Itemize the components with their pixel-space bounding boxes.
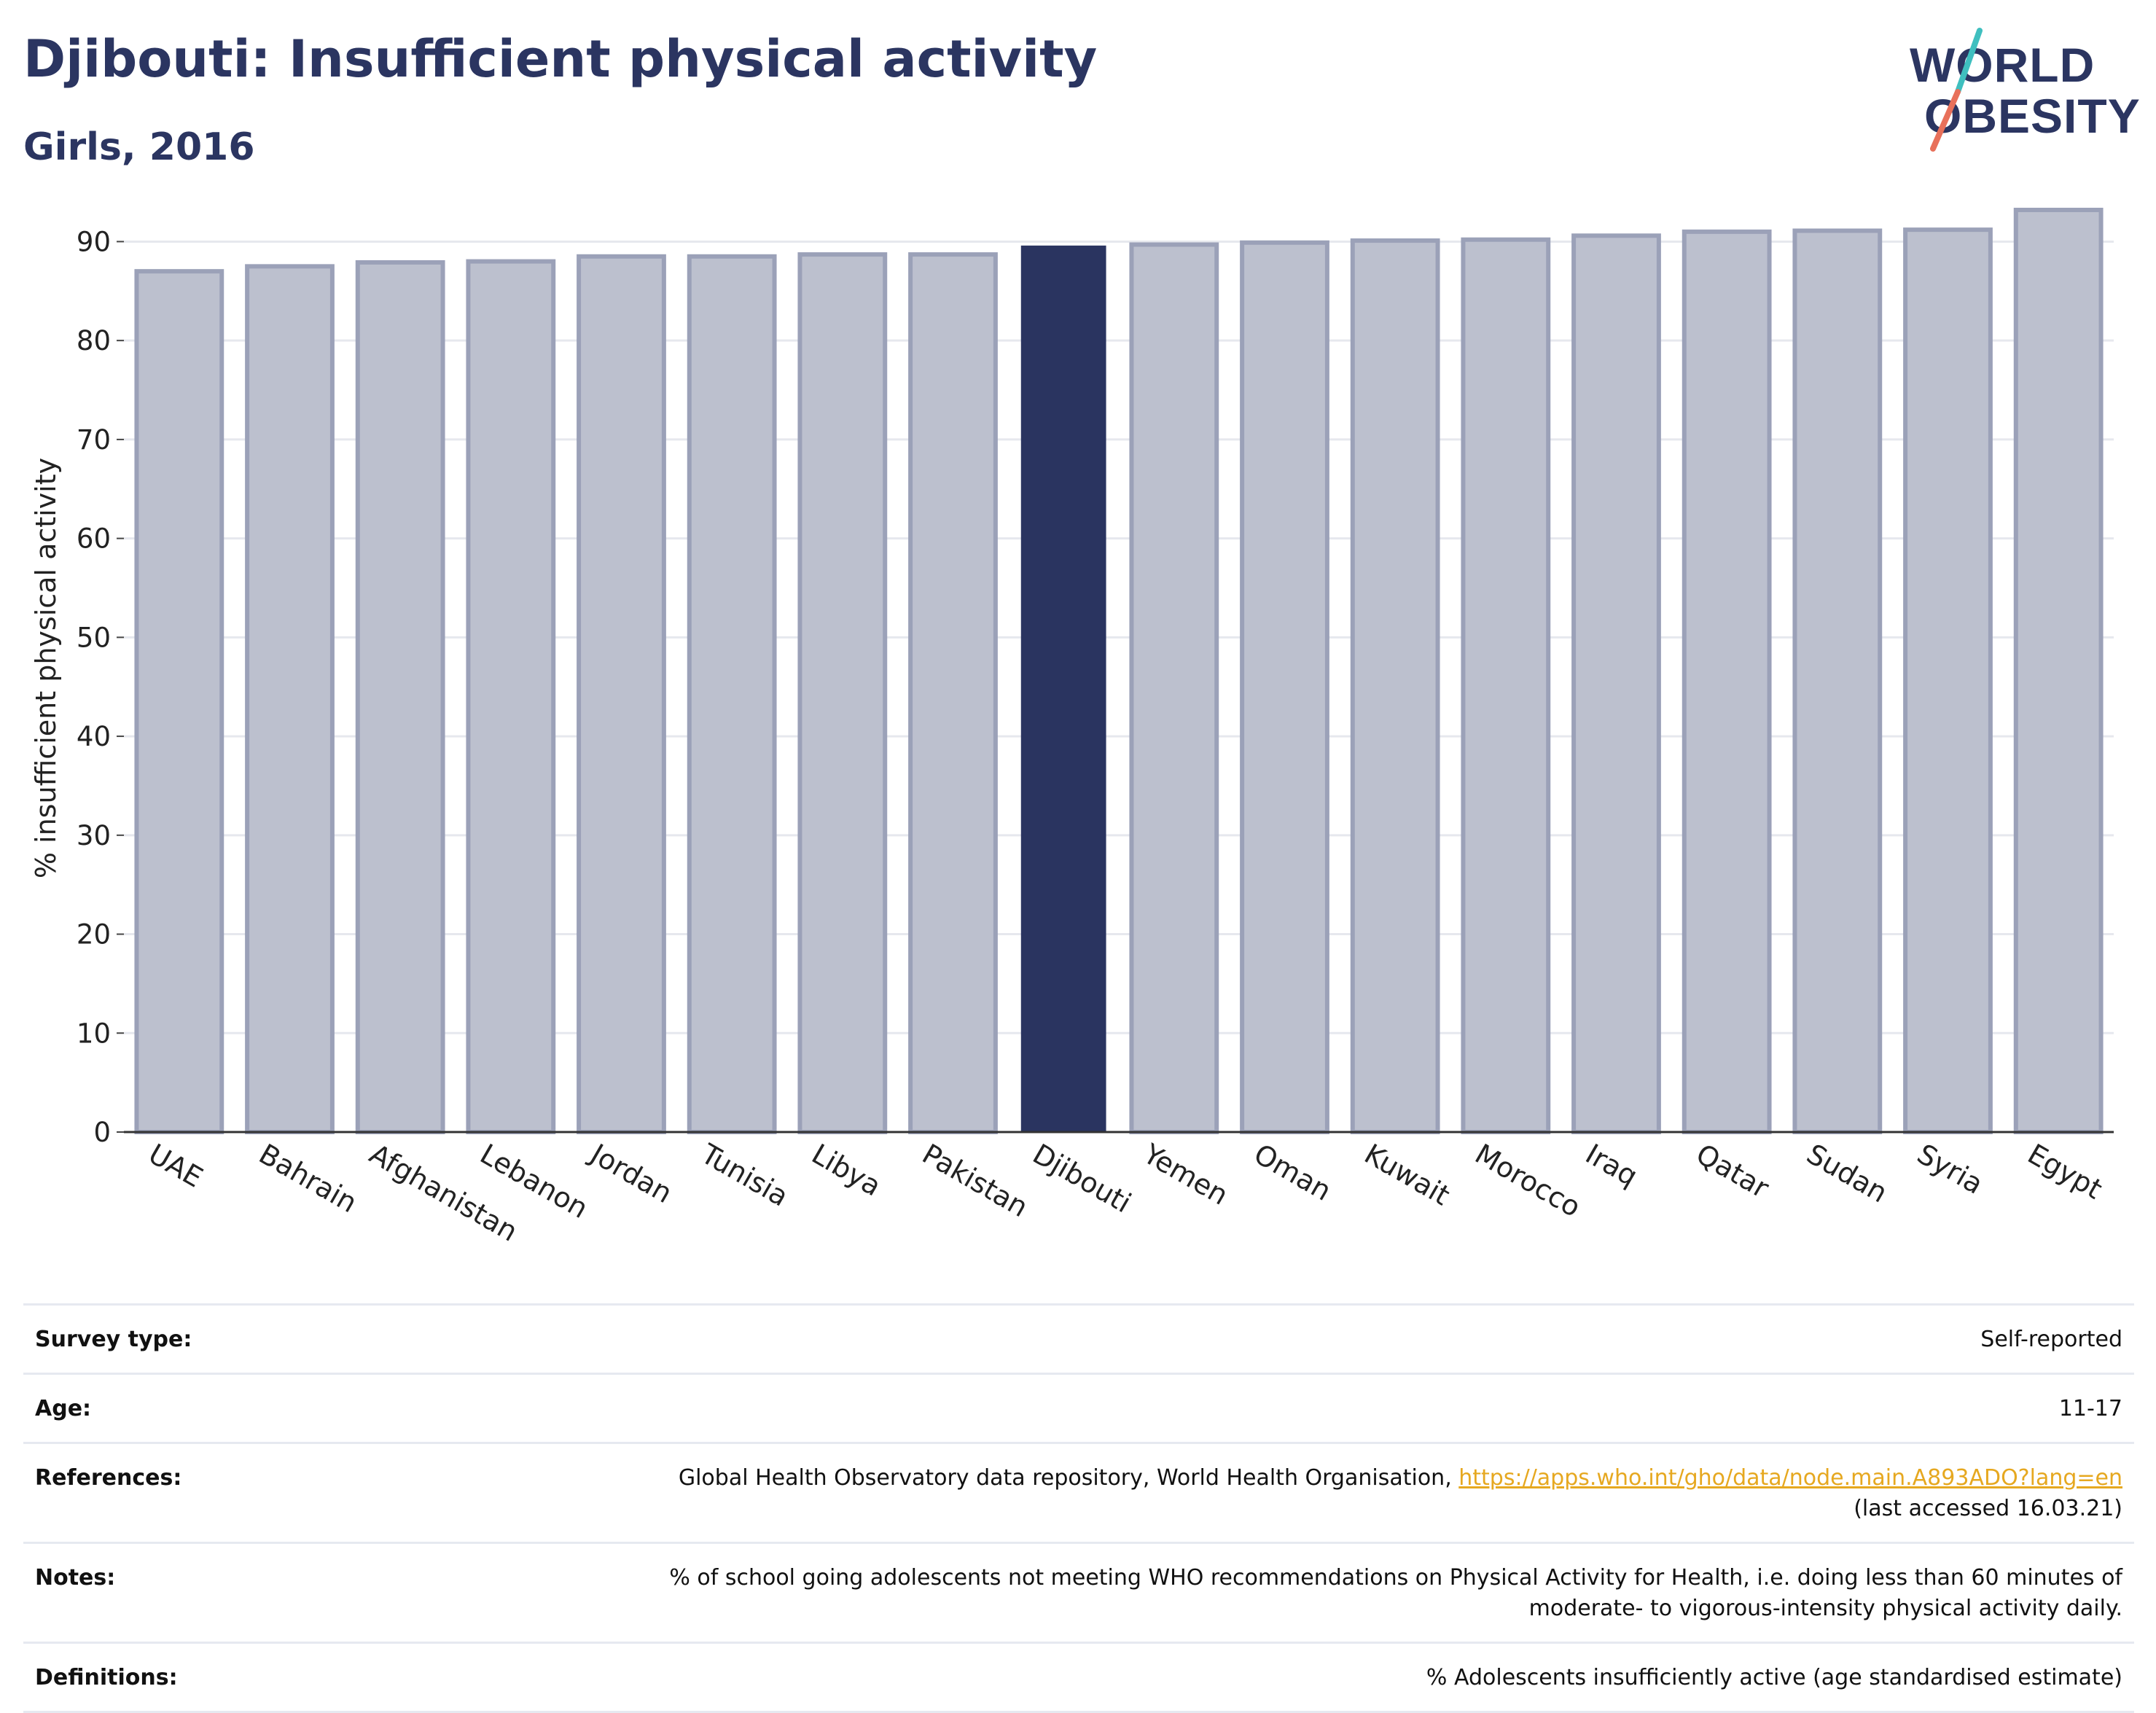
bar-egypt: [2013, 208, 2104, 1135]
definitions-label: Definitions:: [35, 1665, 178, 1690]
bar-sudan: [1792, 228, 1883, 1134]
y-tick-label: 60: [77, 523, 111, 555]
x-tick-label: Yemen: [1137, 1137, 1233, 1211]
survey-type-label: Survey type:: [35, 1327, 192, 1352]
bar-chart: 0 10 20 30 40 50 60 70 80 90 % insufficient physic…: [30, 208, 2114, 1248]
logo-line-1: WORLD: [1910, 38, 2095, 92]
x-tick-label: Oman: [1249, 1138, 1337, 1207]
x-tick-label: UAE: [143, 1138, 208, 1194]
world-obesity-logo-graphic: WORLD OBESITY: [1910, 28, 2141, 152]
chart-title: Djibouti: Insufficient physical activity: [23, 29, 1098, 89]
references-value: Global Health Observatory data repositor…: [327, 1463, 2122, 1524]
y-tick-label: 90: [77, 226, 111, 257]
survey-type-value: Self-reported: [1980, 1327, 2122, 1352]
definitions-value: % Adolescents insufficiently active (age…: [1426, 1665, 2122, 1690]
logo-line-2: OBESITY: [1924, 89, 2141, 143]
world-obesity-logo: WORLD OBESITY: [1902, 22, 2143, 153]
y-tick-label: 30: [77, 820, 111, 851]
y-tick-label: 40: [77, 721, 111, 752]
age-value: 11-17: [2058, 1396, 2122, 1421]
references-label: References:: [35, 1465, 182, 1491]
bar-yemen: [1129, 242, 1219, 1134]
y-axis-label: % insufficient physical activity: [30, 458, 62, 878]
references-link[interactable]: https://apps.who.int/gho/data/node.main.…: [1458, 1465, 2122, 1491]
notes-line-2: moderate- to vigorous-intensity physical…: [1528, 1596, 2122, 1621]
chart-subtitle: Girls, 2016: [23, 125, 255, 169]
y-tick-label: 0: [93, 1117, 111, 1148]
age-row: Age: 11-17: [23, 1373, 2134, 1442]
references-row: References: Global Health Observatory da…: [23, 1442, 2134, 1542]
logo-slash-coral: [1930, 89, 1961, 152]
notes-row: Notes: % of school going adolescents not…: [23, 1542, 2134, 1642]
axes: [117, 241, 2114, 1133]
x-tick-label: Qatar: [1691, 1138, 1775, 1205]
bar-afghanistan: [355, 260, 445, 1134]
x-tick-label: Bahrain: [254, 1138, 362, 1220]
x-tick-label: Pakistan: [917, 1138, 1034, 1224]
bar-morocco: [1461, 237, 1551, 1135]
metadata-table: Survey type: Self-reported Age: 11-17 Re…: [23, 1303, 2134, 1713]
x-tick-label: Syria: [1912, 1138, 1988, 1201]
x-tick-label: Jordan: [584, 1137, 677, 1210]
bar-libya: [797, 252, 888, 1135]
definitions-row: Definitions: % Adolescents insufficientl…: [23, 1642, 2134, 1713]
age-label: Age:: [35, 1396, 92, 1421]
x-tick-label: Sudan: [1801, 1138, 1893, 1209]
bar-djibouti: [1020, 245, 1106, 1132]
x-tick-label: Tunisia: [695, 1137, 794, 1213]
bar-jordan: [577, 254, 666, 1134]
x-tick-label: Morocco: [1469, 1138, 1586, 1224]
bar-oman: [1240, 240, 1329, 1134]
x-tick-label: Djibouti: [1028, 1138, 1137, 1220]
bar-iraq: [1571, 233, 1661, 1135]
bar-bahrain: [245, 264, 335, 1135]
x-tick-label: Egypt: [2023, 1138, 2108, 1206]
notes-value: % of school going adolescents not meetin…: [327, 1563, 2122, 1624]
y-tick-label: 20: [77, 919, 111, 951]
logo-slash-teal: [1955, 28, 1983, 95]
x-tick-label: Kuwait: [1359, 1138, 1456, 1212]
bar-qatar: [1682, 229, 1772, 1134]
y-tick-label: 50: [77, 622, 111, 653]
x-tick-label: Libya: [806, 1138, 886, 1203]
bar-kuwait: [1350, 238, 1440, 1134]
bar-syria: [1903, 227, 1993, 1134]
y-tick-label: 10: [77, 1018, 111, 1049]
bar-lebanon: [466, 259, 556, 1134]
bar-pakistan: [908, 252, 998, 1135]
references-text: Global Health Observatory data repositor…: [678, 1465, 1459, 1491]
bar-uae: [134, 269, 224, 1134]
bar-tunisia: [687, 254, 777, 1134]
references-accessed: (last accessed 16.03.21): [1854, 1496, 2122, 1521]
y-tick-label: 80: [77, 325, 111, 356]
bars: [134, 208, 2104, 1135]
notes-line-1: % of school going adolescents not meetin…: [669, 1565, 2122, 1591]
grid-lines: [124, 240, 2114, 1034]
survey-type-row: Survey type: Self-reported: [23, 1303, 2134, 1373]
y-tick-label: 70: [77, 424, 111, 456]
notes-label: Notes:: [35, 1565, 116, 1591]
x-tick-label: Iraq: [1580, 1138, 1643, 1193]
